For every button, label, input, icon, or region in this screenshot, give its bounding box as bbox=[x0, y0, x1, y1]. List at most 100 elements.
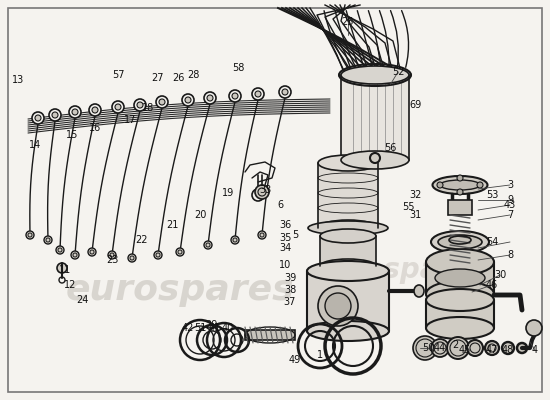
Circle shape bbox=[258, 231, 266, 239]
Circle shape bbox=[71, 251, 79, 259]
Circle shape bbox=[44, 236, 52, 244]
Ellipse shape bbox=[308, 221, 388, 235]
Text: 26: 26 bbox=[172, 73, 184, 83]
Circle shape bbox=[485, 341, 499, 355]
Text: 37: 37 bbox=[284, 297, 296, 307]
Text: 27: 27 bbox=[152, 73, 164, 83]
Bar bbox=[245, 330, 295, 340]
Circle shape bbox=[72, 109, 78, 115]
Text: 42: 42 bbox=[182, 323, 194, 333]
Text: 33: 33 bbox=[259, 185, 271, 195]
Circle shape bbox=[108, 251, 116, 259]
Ellipse shape bbox=[426, 289, 494, 311]
Circle shape bbox=[325, 293, 351, 319]
Text: 49: 49 bbox=[289, 355, 301, 365]
Text: 56: 56 bbox=[384, 143, 396, 153]
Circle shape bbox=[252, 88, 264, 100]
Ellipse shape bbox=[435, 269, 485, 287]
Ellipse shape bbox=[432, 176, 487, 194]
Circle shape bbox=[92, 107, 98, 113]
Text: 6: 6 bbox=[277, 200, 283, 210]
Text: 43: 43 bbox=[504, 200, 516, 210]
Text: 22: 22 bbox=[136, 235, 148, 245]
Text: 7: 7 bbox=[507, 210, 513, 220]
Circle shape bbox=[502, 342, 514, 354]
Text: 35: 35 bbox=[279, 233, 291, 243]
Ellipse shape bbox=[414, 285, 424, 297]
Ellipse shape bbox=[307, 321, 389, 341]
Text: 14: 14 bbox=[29, 140, 41, 150]
Circle shape bbox=[112, 101, 124, 113]
Text: 16: 16 bbox=[89, 123, 101, 133]
Text: 8: 8 bbox=[507, 250, 513, 260]
Bar bbox=[341, 75, 409, 160]
Text: 1: 1 bbox=[317, 350, 323, 360]
Text: 23: 23 bbox=[106, 255, 118, 265]
Circle shape bbox=[204, 241, 212, 249]
Bar bbox=[320, 236, 376, 266]
Circle shape bbox=[467, 340, 483, 356]
Circle shape bbox=[231, 236, 239, 244]
Text: eurospares: eurospares bbox=[65, 273, 294, 307]
Text: 51: 51 bbox=[194, 323, 206, 333]
Circle shape bbox=[137, 102, 143, 108]
Text: 58: 58 bbox=[232, 63, 244, 73]
Text: 44: 44 bbox=[434, 343, 446, 353]
Text: 69: 69 bbox=[409, 100, 421, 110]
Circle shape bbox=[156, 96, 168, 108]
Text: 31: 31 bbox=[409, 210, 421, 220]
Circle shape bbox=[229, 90, 241, 102]
Circle shape bbox=[282, 89, 288, 95]
Ellipse shape bbox=[426, 317, 494, 339]
Text: eurospares: eurospares bbox=[312, 256, 488, 284]
Circle shape bbox=[128, 254, 136, 262]
Bar bbox=[426, 300, 494, 328]
Circle shape bbox=[437, 182, 443, 188]
Circle shape bbox=[252, 189, 264, 201]
Ellipse shape bbox=[320, 259, 376, 273]
Text: 19: 19 bbox=[222, 188, 234, 198]
Bar bbox=[426, 262, 494, 294]
Text: 57: 57 bbox=[112, 70, 124, 80]
Circle shape bbox=[154, 251, 162, 259]
Text: 4: 4 bbox=[532, 345, 538, 355]
Text: 39: 39 bbox=[284, 273, 296, 283]
Text: 38: 38 bbox=[284, 285, 296, 295]
Text: 52: 52 bbox=[392, 67, 404, 77]
Circle shape bbox=[26, 231, 34, 239]
Circle shape bbox=[255, 185, 269, 199]
Text: 53: 53 bbox=[486, 190, 498, 200]
Circle shape bbox=[232, 93, 238, 99]
Circle shape bbox=[413, 336, 437, 360]
Circle shape bbox=[134, 99, 146, 111]
Text: 41: 41 bbox=[209, 323, 221, 333]
Ellipse shape bbox=[431, 231, 489, 253]
Circle shape bbox=[88, 248, 96, 256]
Circle shape bbox=[204, 92, 216, 104]
Bar bbox=[448, 200, 472, 215]
Bar bbox=[318, 163, 378, 228]
Ellipse shape bbox=[341, 151, 409, 169]
Circle shape bbox=[457, 189, 463, 195]
Text: 28: 28 bbox=[187, 70, 199, 80]
Text: 17: 17 bbox=[124, 115, 136, 125]
Ellipse shape bbox=[341, 66, 409, 84]
Text: 46: 46 bbox=[486, 280, 498, 290]
Circle shape bbox=[49, 109, 61, 121]
Circle shape bbox=[318, 286, 358, 326]
Text: 48: 48 bbox=[502, 345, 514, 355]
Text: 34: 34 bbox=[279, 243, 291, 253]
Circle shape bbox=[69, 106, 81, 118]
Circle shape bbox=[52, 112, 58, 118]
Text: 29: 29 bbox=[205, 320, 217, 330]
Text: 45: 45 bbox=[459, 345, 471, 355]
Text: 36: 36 bbox=[279, 220, 291, 230]
Circle shape bbox=[447, 337, 469, 359]
Circle shape bbox=[182, 94, 194, 106]
Circle shape bbox=[57, 263, 67, 273]
Circle shape bbox=[185, 97, 191, 103]
Ellipse shape bbox=[318, 220, 378, 236]
Text: 9: 9 bbox=[507, 195, 513, 205]
Text: 40: 40 bbox=[222, 323, 234, 333]
Text: 18: 18 bbox=[142, 103, 154, 113]
